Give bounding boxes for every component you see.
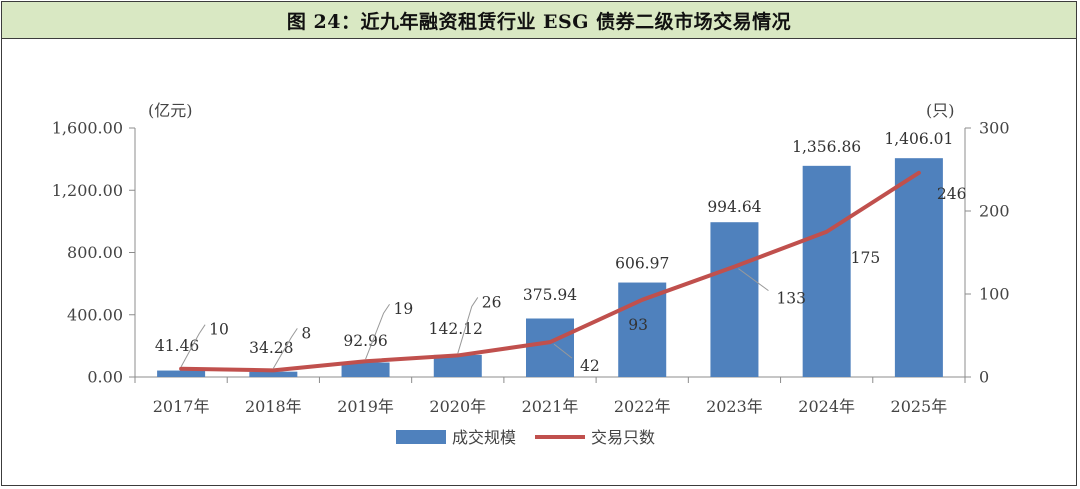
bar-label-2024年: 1,356.86 bbox=[792, 138, 861, 156]
title-bar: 图 24：近九年融资租赁行业 ESG 债券二级市场交易情况 bbox=[2, 2, 1076, 39]
left-tick-label: 1,200.00 bbox=[52, 181, 123, 200]
legend-label-bar: 成交规模 bbox=[452, 428, 516, 447]
bar-2023年 bbox=[710, 222, 759, 377]
bar-label-2023年: 994.64 bbox=[707, 198, 761, 216]
x-tick-label: 2024年 bbox=[798, 397, 855, 416]
line-label-leader bbox=[457, 297, 479, 354]
bar-label-2021年: 375.94 bbox=[523, 286, 577, 304]
line-label-2020年: 26 bbox=[482, 293, 502, 311]
bar-label-2020年: 142.12 bbox=[429, 320, 483, 338]
line-label-leader bbox=[180, 324, 206, 367]
line-label-2018年: 8 bbox=[301, 324, 311, 342]
right-tick-label: 300 bbox=[979, 119, 1010, 138]
bar-2017年 bbox=[157, 370, 206, 377]
left-tick-label: 400.00 bbox=[67, 305, 123, 324]
bar-label-2022年: 606.97 bbox=[615, 255, 669, 273]
line-label-2024年: 175 bbox=[851, 249, 881, 267]
line-label-2017年: 10 bbox=[209, 321, 229, 339]
bar-2018年 bbox=[249, 371, 298, 377]
left-tick-label: 0.00 bbox=[87, 368, 123, 387]
x-tick-label: 2017年 bbox=[153, 397, 210, 416]
axes: 0.00 400.00 800.00 1,200.00 1,600.00 0 100 200 3… bbox=[52, 101, 1010, 416]
right-axis-unit: (只) bbox=[926, 101, 955, 120]
bar-2019年 bbox=[341, 362, 390, 377]
right-tick-label: 100 bbox=[979, 285, 1010, 304]
left-axis-unit: (亿元) bbox=[148, 101, 193, 120]
line-series bbox=[179, 170, 921, 373]
legend-swatch-bar bbox=[396, 430, 446, 444]
bar-2020年 bbox=[433, 354, 482, 377]
legend-label-line: 交易只数 bbox=[591, 428, 655, 447]
x-tick-label: 2020年 bbox=[429, 397, 486, 416]
line-label-2019年: 19 bbox=[394, 300, 414, 318]
bar-2021年 bbox=[526, 318, 574, 377]
line-label-leader bbox=[272, 328, 298, 369]
line-label-leader bbox=[553, 343, 573, 359]
bar-2024年 bbox=[802, 165, 851, 377]
line-label-2021年: 42 bbox=[580, 357, 600, 375]
bar-label-2025年: 1,406.01 bbox=[884, 130, 953, 148]
bar-label-2018年: 34.28 bbox=[249, 339, 293, 357]
line-label-2022年: 93 bbox=[628, 316, 648, 334]
x-tick-label: 2023年 bbox=[706, 397, 763, 416]
line-label-2023年: 133 bbox=[776, 290, 806, 308]
x-tick-label: 2021年 bbox=[522, 397, 579, 416]
right-tick-label: 200 bbox=[979, 202, 1010, 221]
data-labels: 41.46 34.28 92.96 142.12 375.94 606.97 994.64 1… bbox=[155, 130, 967, 375]
left-tick-label: 1,600.00 bbox=[52, 119, 123, 138]
line-label-leader bbox=[365, 303, 390, 360]
line-label-leader bbox=[738, 268, 769, 292]
x-tick-label: 2022年 bbox=[614, 397, 671, 416]
bar-2025年 bbox=[894, 158, 943, 377]
line-label-2025年: 246 bbox=[937, 185, 967, 203]
bars bbox=[157, 158, 943, 377]
left-tick-label: 800.00 bbox=[67, 243, 123, 262]
x-tick-label: 2019年 bbox=[337, 397, 394, 416]
x-tick-label: 2018年 bbox=[245, 397, 302, 416]
right-tick-label: 0 bbox=[979, 368, 989, 387]
legend: 成交规模 交易只数 bbox=[396, 428, 655, 447]
x-tick-label: 2025年 bbox=[891, 397, 948, 416]
chart-title: 图 24：近九年融资租赁行业 ESG 债券二级市场交易情况 bbox=[286, 10, 792, 33]
bar-label-2017年: 41.46 bbox=[155, 337, 199, 355]
bar-label-2019年: 92.96 bbox=[343, 332, 387, 350]
